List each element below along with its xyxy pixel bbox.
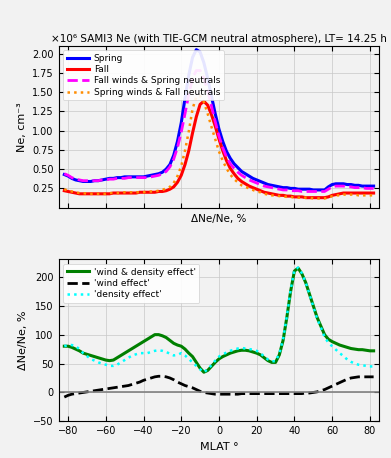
Line: 'wind & density effect': 'wind & density effect' bbox=[64, 268, 374, 372]
Spring bbox=[81, 179, 86, 184]
Line: Fall winds & Spring neutrals: Fall winds & Spring neutrals bbox=[64, 71, 374, 191]
'density effect' bbox=[296, 265, 301, 270]
'wind & density effect' bbox=[296, 265, 301, 271]
Line: 'density effect': 'density effect' bbox=[64, 267, 374, 372]
Fall winds & Spring neutrals bbox=[371, 185, 376, 191]
Spring winds & Fall neutrals bbox=[288, 194, 293, 200]
Line: Spring: Spring bbox=[64, 49, 374, 190]
'wind effect' bbox=[251, 391, 255, 396]
Fall bbox=[288, 193, 293, 199]
Spring winds & Fall neutrals bbox=[107, 190, 112, 196]
Spring winds & Fall neutrals bbox=[81, 190, 86, 196]
'wind effect' bbox=[81, 390, 86, 395]
'wind effect' bbox=[156, 374, 161, 379]
Fall bbox=[251, 185, 255, 191]
X-axis label: ΔNe/Ne, %: ΔNe/Ne, % bbox=[191, 214, 247, 224]
Spring bbox=[311, 187, 316, 193]
Y-axis label: ΔNe/Ne, %: ΔNe/Ne, % bbox=[18, 311, 28, 370]
Fall bbox=[62, 188, 66, 193]
Fall bbox=[201, 98, 206, 104]
Fall bbox=[311, 195, 316, 201]
'wind effect' bbox=[288, 391, 293, 396]
Spring bbox=[371, 183, 376, 189]
Fall bbox=[107, 191, 112, 196]
'wind effect' bbox=[371, 374, 376, 380]
'density effect' bbox=[62, 344, 66, 349]
Spring bbox=[288, 185, 293, 191]
Fall winds & Spring neutrals bbox=[126, 175, 131, 180]
'density effect' bbox=[371, 364, 376, 369]
'wind & density effect' bbox=[81, 350, 86, 356]
'density effect' bbox=[107, 363, 112, 369]
Fall bbox=[126, 190, 131, 196]
Spring winds & Fall neutrals bbox=[198, 93, 203, 98]
Spring bbox=[251, 175, 255, 181]
Fall bbox=[303, 195, 308, 201]
Fall winds & Spring neutrals bbox=[300, 189, 304, 194]
'wind & density effect' bbox=[62, 344, 66, 349]
Spring bbox=[126, 174, 131, 180]
'wind & density effect' bbox=[251, 349, 255, 355]
'wind & density effect' bbox=[126, 348, 131, 354]
Legend: Spring, Fall, Fall winds & Spring neutrals, Spring winds & Fall neutrals: Spring, Fall, Fall winds & Spring neutra… bbox=[63, 50, 224, 100]
'wind effect' bbox=[307, 390, 312, 396]
Spring winds & Fall neutrals bbox=[371, 193, 376, 198]
Spring bbox=[62, 172, 66, 177]
'density effect' bbox=[288, 287, 293, 293]
'density effect' bbox=[201, 370, 206, 375]
'wind & density effect' bbox=[371, 348, 376, 354]
Fall winds & Spring neutrals bbox=[194, 68, 199, 73]
Fall winds & Spring neutrals bbox=[81, 178, 86, 184]
Spring winds & Fall neutrals bbox=[307, 195, 312, 201]
Spring winds & Fall neutrals bbox=[251, 187, 255, 193]
'wind effect' bbox=[62, 394, 66, 400]
'density effect' bbox=[311, 304, 316, 309]
Spring bbox=[194, 47, 199, 52]
'wind & density effect' bbox=[107, 358, 112, 363]
'wind effect' bbox=[107, 386, 112, 391]
X-axis label: MLAT °: MLAT ° bbox=[200, 442, 238, 452]
'density effect' bbox=[81, 350, 86, 356]
Fall bbox=[81, 191, 86, 196]
Line: Fall: Fall bbox=[64, 101, 374, 198]
Fall bbox=[371, 190, 376, 196]
'density effect' bbox=[251, 347, 255, 352]
'wind & density effect' bbox=[311, 303, 316, 309]
Spring winds & Fall neutrals bbox=[62, 186, 66, 192]
Title: ×10⁶ SAMI3 Ne (with TIE-GCM neutral atmosphere), LT= 14.25 h: ×10⁶ SAMI3 Ne (with TIE-GCM neutral atmo… bbox=[51, 33, 387, 44]
'wind & density effect' bbox=[288, 289, 293, 294]
Fall winds & Spring neutrals bbox=[311, 189, 316, 194]
Fall winds & Spring neutrals bbox=[251, 179, 255, 184]
Legend: 'wind & density effect', 'wind effect', 'density effect': 'wind & density effect', 'wind effect', … bbox=[63, 264, 199, 303]
Spring winds & Fall neutrals bbox=[126, 190, 131, 195]
Line: Spring winds & Fall neutrals: Spring winds & Fall neutrals bbox=[64, 96, 374, 198]
'wind & density effect' bbox=[201, 370, 206, 375]
Spring winds & Fall neutrals bbox=[311, 196, 316, 201]
Fall winds & Spring neutrals bbox=[288, 188, 293, 193]
'density effect' bbox=[126, 355, 131, 360]
'wind effect' bbox=[126, 383, 131, 388]
Fall winds & Spring neutrals bbox=[62, 171, 66, 176]
Fall winds & Spring neutrals bbox=[107, 176, 112, 182]
Line: 'wind effect': 'wind effect' bbox=[64, 376, 374, 397]
Spring bbox=[107, 175, 112, 181]
Spring bbox=[307, 186, 312, 192]
Y-axis label: Ne, cm⁻³: Ne, cm⁻³ bbox=[16, 102, 27, 152]
